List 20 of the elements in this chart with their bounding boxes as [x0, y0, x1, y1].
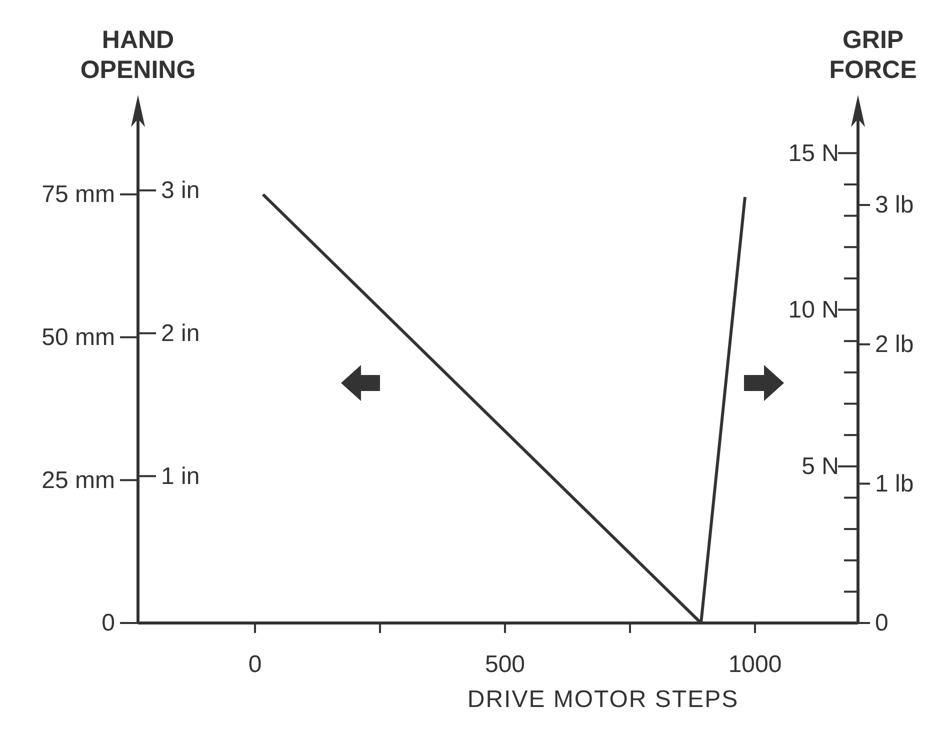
- y2-tick-label: 10 N: [788, 296, 839, 324]
- x-axis-title: DRIVE MOTOR STEPS: [467, 686, 739, 713]
- x-tick-label: 1000: [728, 651, 782, 678]
- y2-tick-label: 15 N: [788, 140, 839, 167]
- y-axis-title: HAND OPENING: [80, 26, 196, 84]
- x-tick-label: 0: [248, 651, 262, 678]
- y3-tick-label: 1 lb: [875, 470, 914, 498]
- y-tick-label: 50 mm: [42, 324, 115, 351]
- annotation: 2 in: [161, 320, 200, 347]
- y2-axis-title: GRIP FORCE: [829, 26, 917, 84]
- y3-tick-label: 3 lb: [875, 192, 914, 219]
- annotation: 3 in: [161, 177, 200, 204]
- y-tick-label: 0: [102, 610, 115, 637]
- y3-tick-label: 2 lb: [875, 331, 914, 358]
- x-tick-label: 500: [484, 651, 526, 678]
- annotation: 1 in: [161, 462, 200, 490]
- y-tick-label: 75 mm: [42, 181, 115, 208]
- y3-tick-label: 0: [875, 610, 888, 637]
- y-tick-label: 25 mm: [42, 466, 115, 494]
- y2-tick-label: 5 N: [802, 453, 839, 480]
